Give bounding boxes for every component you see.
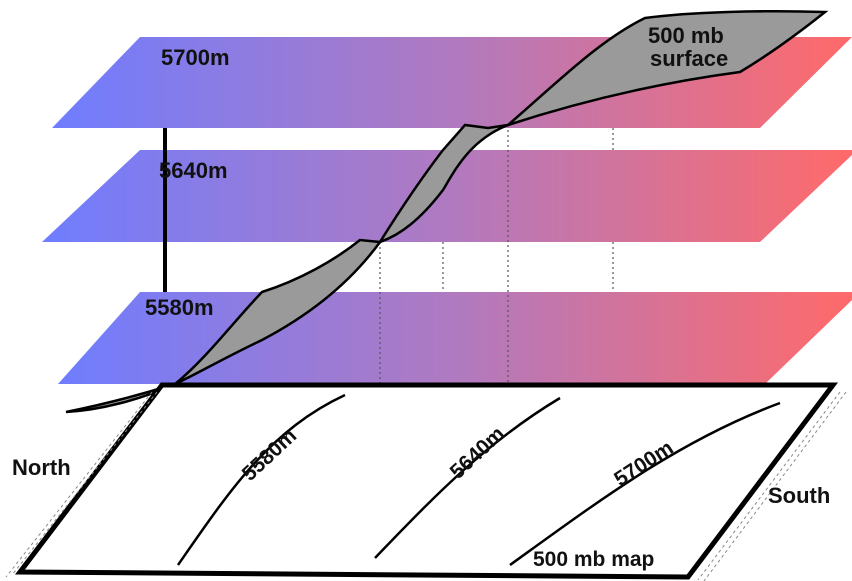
south-label: South xyxy=(768,483,830,508)
map-label: 500 mb map xyxy=(533,548,654,571)
contour-5580 xyxy=(176,393,346,566)
map-base xyxy=(14,382,839,580)
surface-label-line2: surface xyxy=(650,46,728,71)
level-label-5640: 5640m xyxy=(159,158,228,183)
contour-5700 xyxy=(509,401,781,567)
level-plane-5640 xyxy=(42,150,852,242)
surface-label-line1: 500 mb xyxy=(648,23,724,48)
level-label-5580: 5580m xyxy=(145,295,214,320)
pressure-surface xyxy=(65,10,829,414)
map-base-edge-hatching xyxy=(5,391,847,581)
north-label: North xyxy=(12,455,71,480)
contour-5640 xyxy=(374,396,561,559)
level-label-5700: 5700m xyxy=(161,45,230,70)
map-contours xyxy=(176,393,781,567)
